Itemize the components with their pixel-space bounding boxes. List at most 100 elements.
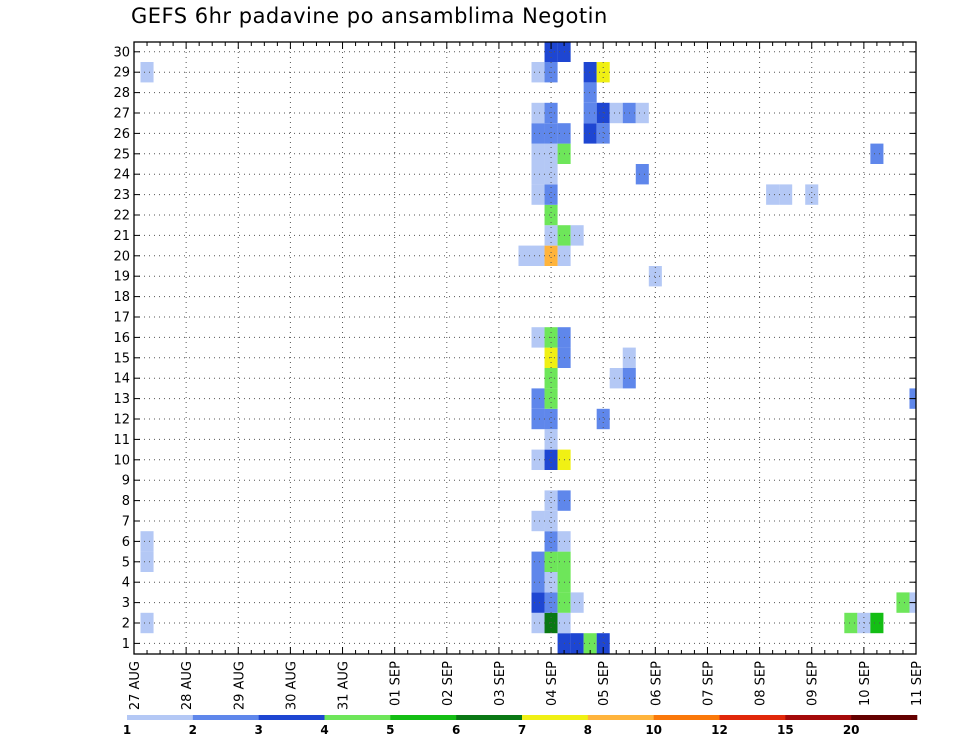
y-tick-label: 3 [122, 596, 130, 611]
legend-swatch [719, 715, 786, 720]
cell-member-13 [531, 388, 545, 409]
cell-member-29 [531, 62, 545, 83]
y-tick-label: 15 [113, 351, 130, 366]
cell-member-23 [766, 184, 780, 205]
y-tick-label: 16 [113, 331, 130, 346]
y-tick-label: 8 [122, 494, 130, 509]
y-tick-label: 1 [122, 637, 130, 652]
legend-label: 8 [584, 723, 592, 737]
legend-swatch [522, 715, 589, 720]
cell-member-6 [140, 531, 154, 552]
cell-member-14 [544, 368, 558, 389]
cell-member-26 [544, 123, 558, 144]
cell-member-24 [531, 164, 545, 185]
cell-member-20 [518, 245, 532, 266]
legend-label: 7 [518, 723, 526, 737]
cell-member-16 [531, 327, 545, 348]
cell-member-7 [531, 510, 545, 532]
x-tick-label: 30 AUG [284, 661, 299, 710]
cell-member-26 [596, 123, 610, 144]
y-tick-label: 6 [122, 535, 130, 550]
cell-member-27 [531, 102, 545, 124]
y-tick-label: 30 [113, 45, 130, 60]
cell-member-1 [570, 633, 584, 654]
cell-member-3 [531, 592, 545, 613]
y-tick-label: 18 [113, 290, 130, 305]
cell-member-7 [544, 510, 558, 532]
cell-member-5 [140, 551, 154, 572]
x-tick-label: 07 SEP [701, 661, 716, 706]
axis-layer: 1234567891011121314151617181920212223242… [113, 42, 925, 710]
y-tick-label: 12 [113, 413, 130, 428]
cell-member-21 [570, 225, 584, 246]
cell-member-3 [570, 592, 584, 613]
y-tick-label: 7 [122, 515, 130, 530]
y-tick-label: 21 [113, 229, 130, 244]
y-tick-label: 28 [113, 86, 130, 101]
cell-member-25 [531, 143, 545, 164]
legend-swatch [127, 715, 194, 720]
cell-member-14 [609, 368, 623, 389]
legend-bar: 1 2 3 4 5 6 7 8 10 12 15 20 [123, 715, 918, 737]
cell-member-12 [531, 408, 545, 430]
cell-member-5 [544, 551, 558, 572]
cell-member-3 [896, 592, 910, 613]
cell-member-7 [923, 511, 936, 531]
cell-member-4 [531, 572, 545, 593]
legend-swatch [785, 715, 852, 720]
y-tick-label: 19 [113, 270, 130, 285]
cell-member-27 [609, 102, 623, 124]
cell-member-2 [844, 612, 858, 634]
y-tick-label: 20 [113, 249, 130, 264]
cell-member-10 [544, 449, 558, 470]
legend-label: 10 [645, 723, 662, 737]
cell-member-13 [544, 388, 558, 409]
x-tick-label: 04 SEP [545, 661, 560, 706]
cell-member-8 [544, 490, 558, 511]
cell-member-1 [596, 633, 610, 654]
y-tick-label: 26 [113, 127, 130, 142]
cell-member-28 [583, 82, 597, 103]
legend-swatch [192, 715, 259, 720]
cell-member-23 [779, 184, 793, 205]
y-tick-label: 14 [113, 372, 130, 387]
legend-swatch [390, 715, 457, 720]
cell-member-27 [635, 102, 649, 124]
cell-member-21 [544, 225, 558, 246]
grid-layer [134, 42, 916, 654]
legend-swatch [456, 715, 523, 720]
y-tick-label: 10 [113, 453, 130, 468]
y-tick-label: 2 [122, 617, 130, 632]
y-tick-label: 4 [122, 576, 130, 591]
cell-member-25 [544, 143, 558, 164]
cell-member-24 [544, 164, 558, 185]
cell-member-2 [531, 612, 545, 634]
x-tick-label: 06 SEP [649, 661, 664, 706]
cell-member-20 [544, 245, 558, 266]
legend-label: 20 [843, 723, 860, 737]
cell-member-12 [596, 408, 610, 430]
legend-swatch [587, 715, 654, 720]
cell-member-26 [583, 123, 597, 144]
x-tick-label: 31 AUG [337, 661, 352, 710]
x-tick-label: 01 SEP [389, 661, 404, 706]
x-tick-label: 08 SEP [754, 661, 769, 706]
y-tick-label: 5 [122, 555, 130, 570]
legend-label: 2 [189, 723, 197, 737]
cell-member-29 [140, 62, 154, 83]
cell-member-19 [648, 266, 662, 287]
legend-label: 5 [386, 723, 394, 737]
legend-swatch [324, 715, 391, 720]
cell-member-1 [583, 633, 597, 654]
cell-member-23 [805, 184, 819, 205]
legend-label: 3 [254, 723, 262, 737]
legend-label: 4 [320, 723, 328, 737]
cells-layer [140, 42, 936, 654]
chart-title: GEFS 6hr padavine po ansamblima Negotin [131, 4, 608, 28]
cell-member-2 [870, 612, 884, 634]
cell-member-11 [544, 429, 558, 450]
y-tick-label: 17 [113, 311, 130, 326]
x-tick-label: 10 SEP [858, 661, 873, 706]
cell-member-24 [635, 164, 649, 185]
